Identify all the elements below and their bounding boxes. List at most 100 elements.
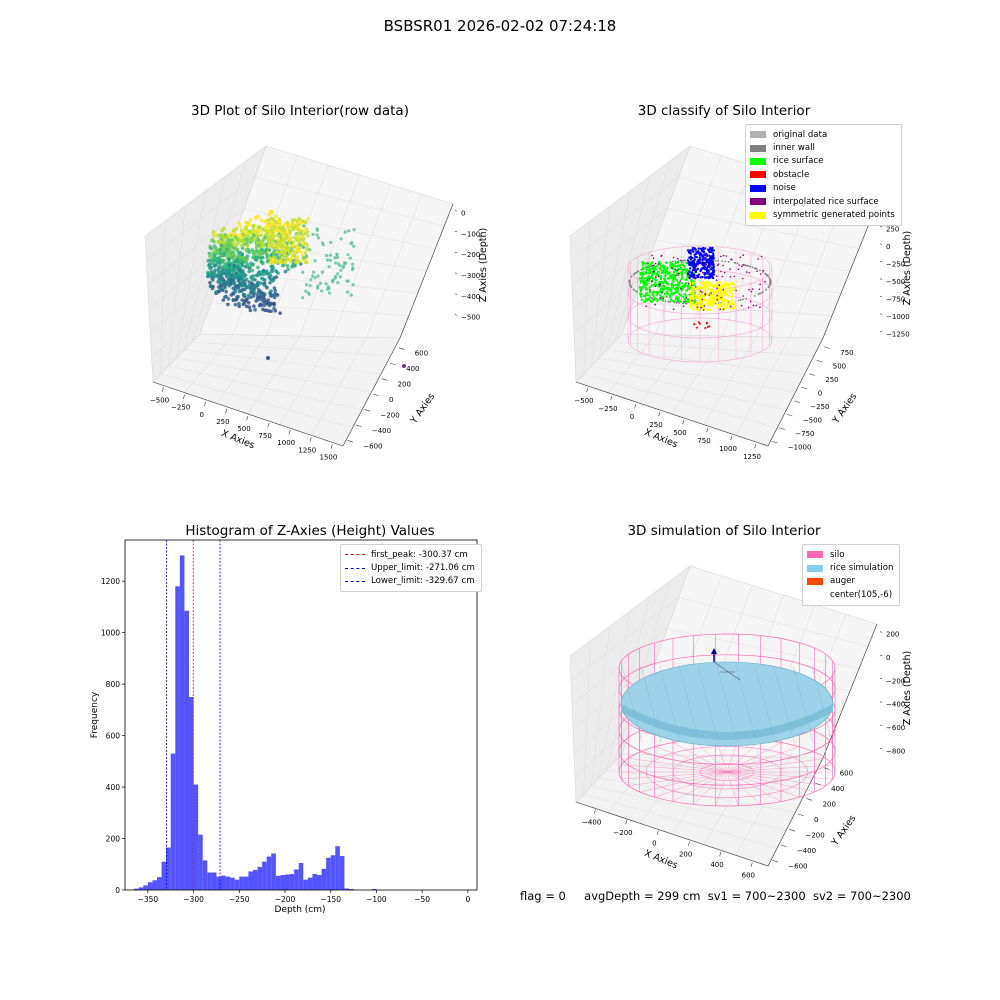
panel1-point (238, 281, 243, 286)
status-line: flag = 0 avgDepth = 299 cm sv1 = 700~230… (520, 889, 911, 903)
panel1-point (292, 227, 296, 231)
panel1-point (295, 219, 299, 223)
panel1-point (351, 283, 355, 287)
panel4-z-tick-label: 200 (886, 631, 899, 639)
panel1-point (229, 237, 234, 242)
panel4-y-tick-label: −400 (797, 847, 816, 855)
panel1-point (244, 285, 248, 290)
panel1-point (228, 254, 233, 258)
panel1-point (225, 235, 230, 239)
panel4-legend-entry: center(105,-6) (807, 588, 893, 601)
panel1-point (339, 237, 343, 241)
panel1-point (208, 284, 213, 289)
panel1-point (211, 258, 216, 263)
panel1-point (335, 252, 339, 256)
panel4-x-tick-mark (593, 809, 596, 814)
panel1-point (241, 302, 245, 307)
panel4-y-tick-mark (823, 767, 830, 770)
panel1-point (232, 265, 236, 270)
panel1-point (351, 266, 355, 270)
panel1-point (275, 250, 279, 254)
panel1-point (311, 274, 315, 278)
panel4-y-tick-mark (806, 798, 813, 801)
panel1-point (245, 222, 250, 227)
panel1-y-tick-label: −200 (380, 411, 399, 419)
panel1-point (316, 284, 320, 288)
panel1-point (254, 245, 259, 250)
panel1-point (291, 249, 295, 254)
panel1-panes (144, 145, 454, 447)
panel1-point (256, 249, 261, 254)
panel4-x-tick-label: 0 (652, 840, 656, 848)
panel1-x-tick-label: 1500 (320, 453, 338, 461)
panel1-point (321, 241, 325, 245)
panel1-point (242, 242, 247, 246)
panel1-point (231, 257, 236, 261)
panel1-point (273, 226, 277, 230)
panel1-point (266, 301, 270, 305)
panel1-y-tick-label: 200 (398, 381, 411, 389)
panel1-point (329, 240, 333, 245)
panel4-z-tick-mark (879, 631, 883, 633)
panel1-point (255, 293, 260, 298)
panel1-point (320, 270, 324, 274)
panel1-point (274, 269, 278, 273)
panel1-point (237, 304, 241, 309)
panel4-x-tick-mark (656, 830, 659, 835)
panel1-grid-line (146, 177, 256, 261)
panel1-point (301, 245, 305, 249)
panel1-point (302, 224, 306, 228)
panel1-point (252, 232, 256, 237)
panel1-x-tick-mark (225, 408, 228, 414)
panel1-point (346, 279, 350, 283)
panel1-point (273, 288, 278, 293)
panel1-y-tick-label: 0 (389, 396, 393, 404)
panel1-point (284, 260, 288, 265)
panel1-point (328, 258, 332, 262)
panel1-point (278, 218, 282, 223)
panel1-x-tick-mark (309, 437, 312, 442)
panel1-point (213, 246, 217, 250)
panel1-point (230, 273, 234, 277)
panel2-inner-wall-point (762, 271, 764, 273)
panel1-point (291, 241, 295, 245)
panel1-zlabel: Z Axies (Depth) (478, 228, 489, 302)
panel1-point (273, 261, 278, 265)
status-sv1: sv1 = 700~2300 (707, 889, 806, 903)
panel1-point (289, 260, 293, 264)
panel1-point (228, 280, 233, 285)
panel1-y-tick-mark (364, 409, 371, 412)
panel1-point (278, 252, 282, 256)
panel1-point (213, 268, 217, 273)
panel1-point (324, 282, 328, 286)
panel1-point (251, 289, 256, 293)
panel1-point (269, 264, 274, 269)
panel4-z-tick-mark (879, 748, 883, 750)
panel1-point (256, 233, 260, 238)
panel1-point (345, 290, 350, 294)
panel1-point (336, 272, 340, 276)
panel1-x-tick-label: −250 (171, 404, 190, 412)
panel1-point (214, 273, 219, 278)
panel1-point (227, 257, 232, 261)
panel1-x-tick-mark (182, 394, 185, 399)
panel1-point (244, 248, 248, 252)
panel1-point (257, 225, 262, 229)
panel1-point (271, 258, 275, 262)
panel1-point (235, 284, 239, 289)
panel1-point (273, 309, 278, 313)
panel1-point (257, 253, 262, 257)
panel1-point (339, 268, 343, 272)
panel1-point (274, 214, 278, 219)
panel1-point (282, 234, 286, 238)
panel1-point (259, 218, 264, 222)
panel1-point (292, 235, 296, 239)
panel1-point (318, 281, 323, 285)
panel1-point (295, 238, 299, 242)
panel1-point (227, 241, 231, 246)
panel1-point (208, 262, 212, 267)
panel1-point (261, 269, 265, 274)
panel1-point (248, 218, 253, 222)
panel4-legend-entry: auger (807, 575, 893, 588)
panel1-point (208, 254, 212, 259)
